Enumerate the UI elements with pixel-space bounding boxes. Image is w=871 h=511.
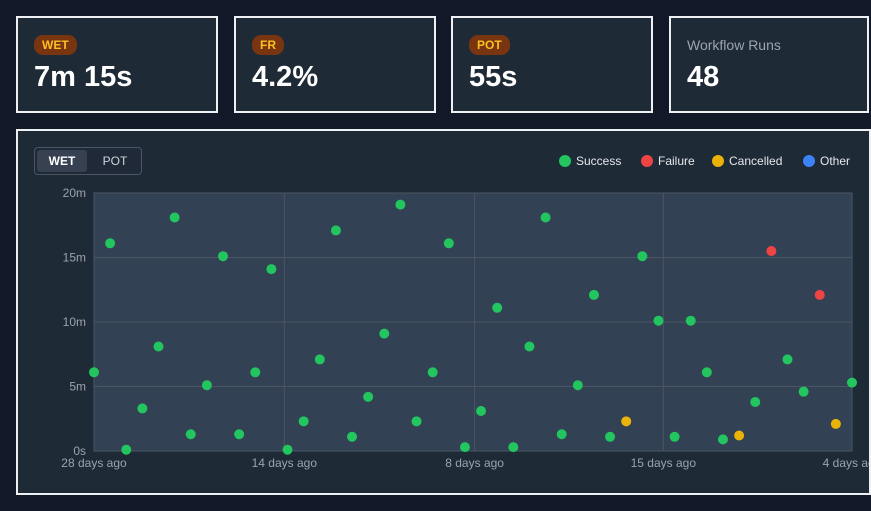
success-point xyxy=(137,403,148,414)
success-point xyxy=(347,431,358,442)
stat-card-wet: WET 7m 15s xyxy=(16,16,218,113)
scatter-chart: 0s 5m 10m 15m 20m 28 days ago 14 days ago 8 day… xyxy=(61,186,869,470)
y-tick-label: 0s xyxy=(73,444,86,458)
success-point xyxy=(330,225,341,236)
success-point xyxy=(427,367,438,378)
success-dot-icon xyxy=(559,155,571,167)
success-point xyxy=(524,341,535,352)
legend-failure[interactable]: Failure xyxy=(641,154,695,168)
other-dot-icon xyxy=(803,155,815,167)
stat-card-pot: POT 55s xyxy=(451,16,653,113)
success-point xyxy=(363,391,374,402)
success-point xyxy=(266,264,277,275)
success-point xyxy=(508,442,519,453)
success-point xyxy=(476,406,487,417)
success-point xyxy=(234,429,245,440)
success-point xyxy=(798,386,809,397)
legend-cancelled-label: Cancelled xyxy=(729,154,783,168)
y-tick-label: 20m xyxy=(63,186,86,200)
success-point xyxy=(653,315,664,326)
failure-point xyxy=(814,289,825,300)
y-tick-label: 15m xyxy=(63,251,86,265)
metric-toggle: WET POT xyxy=(34,147,142,175)
success-point xyxy=(492,302,503,313)
legend-other-label: Other xyxy=(820,154,851,168)
success-point xyxy=(250,367,261,378)
cancelled-point xyxy=(734,430,745,441)
cancelled-dot-icon xyxy=(712,155,724,167)
success-point xyxy=(379,328,390,339)
workflow-runs-value: 48 xyxy=(687,61,720,93)
success-point xyxy=(556,429,567,440)
failure-dot-icon xyxy=(641,155,653,167)
success-point xyxy=(185,429,196,440)
success-point xyxy=(282,444,293,455)
wet-badge: WET xyxy=(34,35,77,55)
toggle-pot-button[interactable]: POT xyxy=(102,154,128,168)
success-point xyxy=(605,431,616,442)
workflow-runs-label: Workflow Runs xyxy=(687,37,781,53)
cancelled-point xyxy=(830,418,841,429)
success-point xyxy=(218,251,229,262)
pot-badge: POT xyxy=(469,35,510,55)
success-point xyxy=(847,377,857,388)
legend-failure-label: Failure xyxy=(658,154,695,168)
success-point xyxy=(669,431,680,442)
success-point xyxy=(782,354,793,365)
legend-success[interactable]: Success xyxy=(559,154,621,168)
success-point xyxy=(443,238,454,249)
y-tick-label: 10m xyxy=(63,315,86,329)
success-point xyxy=(572,380,583,391)
success-point xyxy=(314,354,325,365)
x-tick-label: 4 days ago xyxy=(823,456,869,470)
fr-badge: FR xyxy=(252,35,284,55)
stat-card-workflow-runs: Workflow Runs 48 xyxy=(669,16,869,113)
legend-cancelled[interactable]: Cancelled xyxy=(712,154,782,168)
x-tick-label: 15 days ago xyxy=(631,456,697,470)
success-point xyxy=(121,444,132,455)
success-point xyxy=(540,212,551,223)
cancelled-point xyxy=(621,416,632,427)
y-tick-label: 5m xyxy=(69,380,86,394)
pot-value: 55s xyxy=(469,61,518,93)
toggle-wet-button[interactable]: WET xyxy=(37,150,87,172)
success-point xyxy=(685,315,696,326)
stat-card-fr: FR 4.2% xyxy=(234,16,436,113)
success-point xyxy=(169,212,180,223)
fr-value: 4.2% xyxy=(252,61,319,93)
x-tick-label: 14 days ago xyxy=(252,456,318,470)
success-point xyxy=(153,341,164,352)
x-tick-label: 8 days ago xyxy=(445,456,504,470)
failure-point xyxy=(766,246,777,257)
wet-value: 7m 15s xyxy=(34,61,133,93)
success-point xyxy=(588,289,599,300)
success-point xyxy=(298,416,309,427)
success-point xyxy=(459,442,470,453)
success-point xyxy=(411,416,422,427)
success-point xyxy=(750,396,761,407)
x-tick-label: 28 days ago xyxy=(61,456,127,470)
success-point xyxy=(717,434,728,445)
success-point xyxy=(105,238,116,249)
legend-other[interactable]: Other xyxy=(803,154,850,168)
success-point xyxy=(89,367,99,378)
success-point xyxy=(201,380,212,391)
chart-card: WET POT Success Failure Cancelled Other … xyxy=(16,129,871,495)
success-point xyxy=(701,367,712,378)
success-point xyxy=(637,251,648,262)
success-point xyxy=(395,199,406,210)
legend-success-label: Success xyxy=(576,154,622,168)
